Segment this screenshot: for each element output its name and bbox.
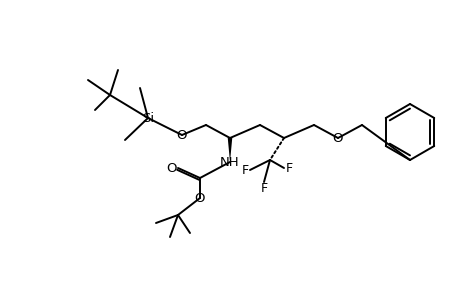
Text: O: O: [166, 161, 177, 175]
Text: O: O: [332, 131, 342, 145]
Text: F: F: [241, 164, 248, 176]
Text: F: F: [285, 161, 292, 175]
Text: O: O: [176, 128, 187, 142]
Text: Si: Si: [142, 112, 154, 124]
Text: F: F: [260, 182, 267, 196]
Text: NH: NH: [220, 155, 239, 169]
Polygon shape: [227, 138, 232, 162]
Text: O: O: [194, 191, 205, 205]
